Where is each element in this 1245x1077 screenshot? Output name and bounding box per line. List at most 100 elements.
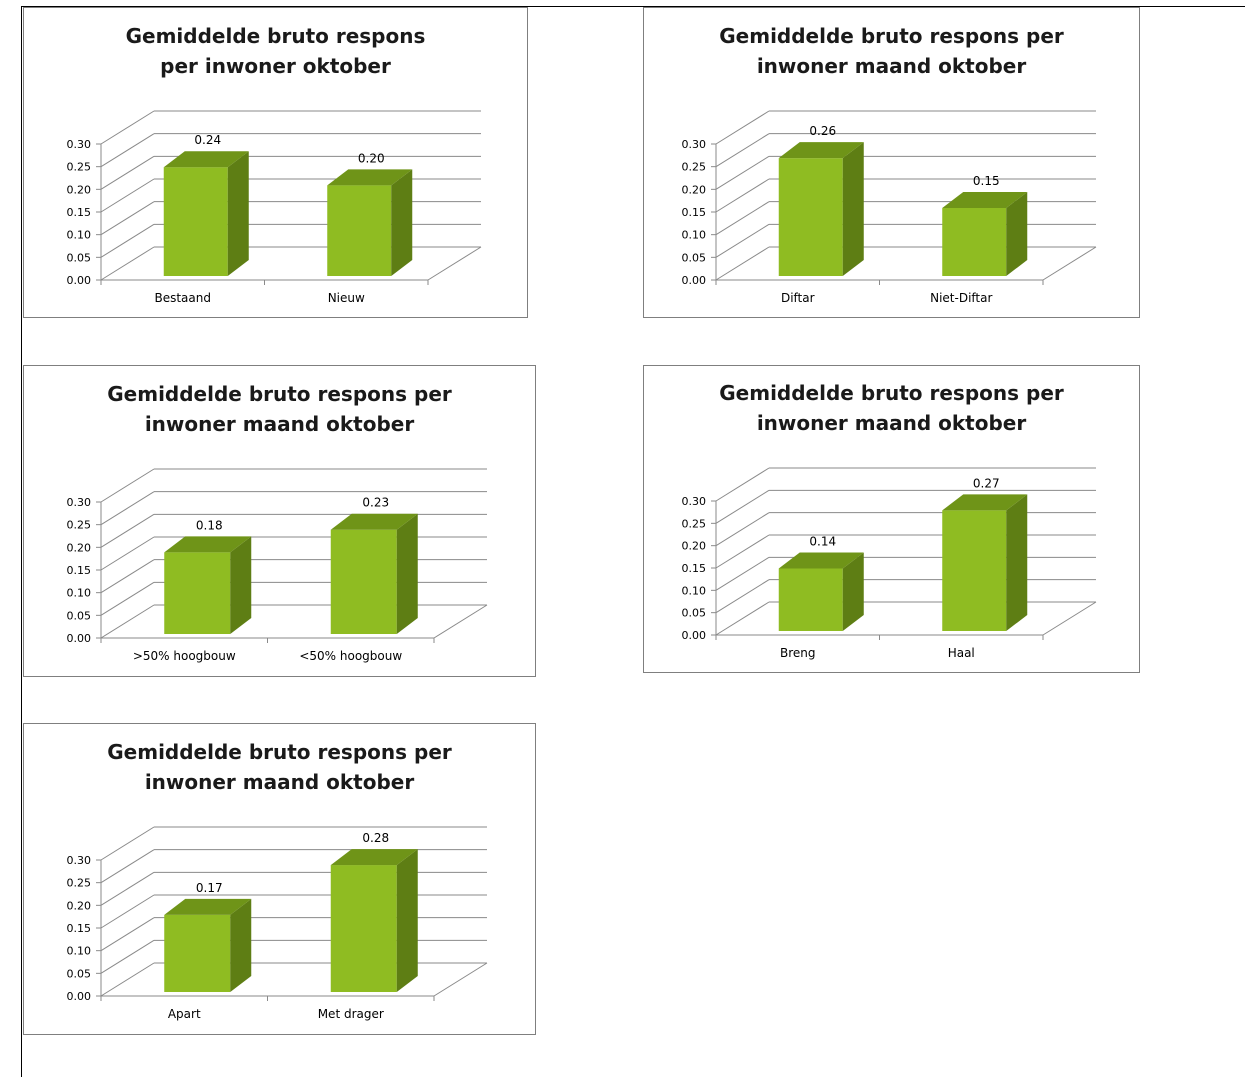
y-tick-label: 0.20 [67,899,92,912]
data-label: 0.26 [809,124,836,138]
chart-bestaand-nieuw: Gemiddelde bruto respons per inwoner okt… [23,7,528,318]
floor-edge [428,247,481,280]
bar-side [230,899,251,992]
y-tick-label: 0.25 [682,517,707,530]
y-tick-label: 0.05 [67,609,92,622]
bar-front [942,208,1006,276]
bar-side [397,514,418,634]
chart-hoogbouw: Gemiddelde bruto respons per inwoner maa… [23,365,536,677]
bar-side [397,849,418,992]
x-category-label: Diftar [781,291,815,305]
gridline-side [716,580,769,613]
x-category-label: >50% hoogbouw [133,649,236,663]
y-tick-label: 0.15 [682,562,707,575]
y-tick-label: 0.10 [67,229,92,242]
data-label: 0.24 [194,133,221,147]
y-tick-label: 0.20 [67,183,92,196]
gridline-side [716,513,769,546]
x-category-label: Haal [948,646,975,660]
y-tick-label: 0.00 [67,274,92,287]
bar-3d [779,142,864,276]
bar-side [228,151,249,276]
x-category-label: Breng [780,646,816,660]
y-tick-label: 0.15 [67,922,92,935]
bar-3d [942,192,1027,276]
y-tick-label: 0.25 [67,877,92,890]
bar-front [331,530,397,634]
chart-plot: 0.00 0.05 0.10 0.15 0.20 0.25 0.30 0.24 Bestaand… [24,8,529,319]
bar-front [164,915,230,992]
gridline-side [716,602,769,635]
y-tick-label: 0.25 [67,161,92,174]
data-label: 0.18 [196,518,223,532]
bar-3d [164,151,249,276]
y-tick-label: 0.05 [682,251,707,264]
chart-breng-haal: Gemiddelde bruto respons per inwoner maa… [643,365,1140,673]
bar-3d [331,514,418,634]
x-category-label: Bestaand [154,291,211,305]
bar-3d [942,494,1027,631]
y-tick-label: 0.20 [682,540,707,553]
data-label: 0.14 [809,534,836,548]
bar-front [779,568,843,631]
bar-side [391,169,412,276]
y-tick-label: 0.10 [682,584,707,597]
x-category-label: Niet-Diftar [930,291,992,305]
bar-front [164,552,230,634]
data-label: 0.17 [196,881,223,895]
chart-plot: 0.00 0.05 0.10 0.15 0.20 0.25 0.30 0.26 Diftar 0.… [644,8,1141,319]
data-label: 0.20 [358,151,385,165]
y-tick-label: 0.10 [67,587,92,600]
floor-edge [1043,602,1096,635]
y-tick-label: 0.30 [67,138,92,151]
y-tick-label: 0.30 [67,854,92,867]
floor-edge [434,963,487,996]
gridline-side [716,535,769,568]
y-tick-label: 0.00 [682,629,707,642]
bar-front [327,185,391,276]
bar-front [331,865,397,992]
y-tick-label: 0.30 [682,495,707,508]
y-tick-label: 0.25 [67,519,92,532]
bar-3d [164,536,251,634]
y-tick-label: 0.00 [682,274,707,287]
y-tick-label: 0.00 [67,632,92,645]
data-label: 0.23 [362,496,389,510]
bar-side [1006,494,1027,631]
y-tick-label: 0.05 [682,607,707,620]
y-tick-label: 0.25 [682,161,707,174]
bar-3d [327,169,412,276]
bar-front [779,158,843,276]
y-tick-label: 0.15 [682,206,707,219]
bar-3d [331,849,418,992]
y-tick-label: 0.15 [67,564,92,577]
data-label: 0.15 [973,174,1000,188]
gridline-side [716,468,769,501]
y-tick-label: 0.10 [682,229,707,242]
y-tick-label: 0.05 [67,251,92,264]
floor-edge [1043,247,1096,280]
data-label: 0.27 [973,476,1000,490]
bar-3d [164,899,251,992]
gridline-side [716,557,769,590]
x-category-label: Met drager [318,1007,384,1021]
y-tick-label: 0.15 [67,206,92,219]
data-label: 0.28 [362,831,389,845]
x-category-label: Nieuw [328,291,365,305]
x-category-label: <50% hoogbouw [299,649,402,663]
page-border-left [21,6,22,1077]
bar-3d [779,552,864,631]
y-tick-label: 0.05 [67,967,92,980]
y-tick-label: 0.00 [67,990,92,1003]
bar-side [230,536,251,634]
gridline-side [716,490,769,523]
y-tick-label: 0.10 [67,945,92,958]
chart-apart-drager: Gemiddelde bruto respons per inwoner maa… [23,723,536,1035]
y-tick-label: 0.30 [67,496,92,509]
chart-plot: 0.00 0.05 0.10 0.15 0.20 0.25 0.30 0.14 Breng 0.2… [644,366,1141,674]
bar-front [164,167,228,276]
chart-diftar: Gemiddelde bruto respons per inwoner maa… [643,7,1140,318]
chart-plot: 0.00 0.05 0.10 0.15 0.20 0.25 0.30 0.17 Apart 0.2… [24,724,537,1036]
y-tick-label: 0.30 [682,138,707,151]
y-tick-label: 0.20 [67,541,92,554]
